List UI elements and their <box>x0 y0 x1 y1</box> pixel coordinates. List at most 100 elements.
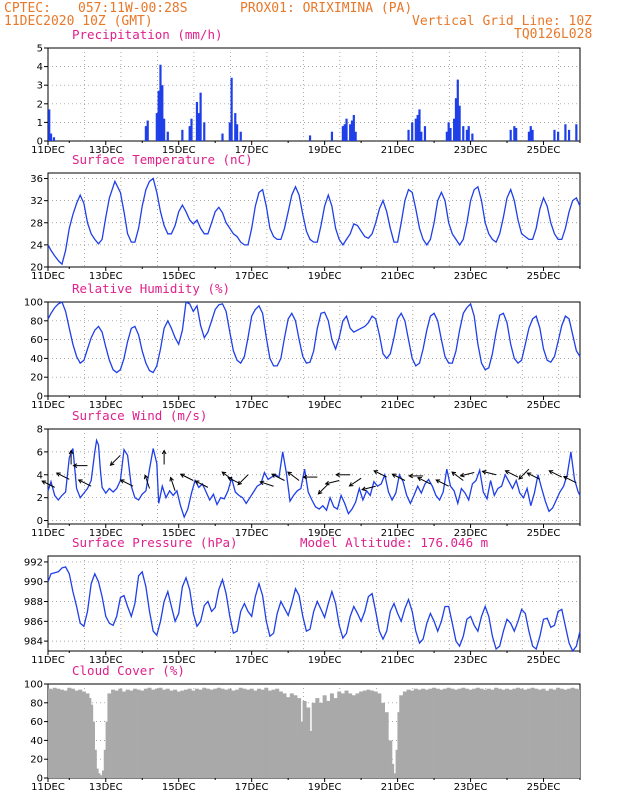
cloud-bar <box>417 689 422 778</box>
wind-arrow-shaft <box>170 477 176 491</box>
pressure-xtick-label: 13DEC <box>89 655 123 666</box>
cloud-bar <box>424 689 429 778</box>
humidity-xtick-label: 11DEC <box>31 400 65 411</box>
temperature-ytick-label: 32 <box>30 196 43 207</box>
wind-arrow-shaft <box>110 454 121 466</box>
cloud-bar <box>315 698 320 778</box>
wind-arrow-shaft <box>325 480 340 485</box>
pressure-xtick-label: 15DEC <box>162 655 196 666</box>
wind-xtick-label: 19DEC <box>308 528 342 539</box>
precip-xtick-label: 19DEC <box>308 145 342 156</box>
wind-xtick-label: 15DEC <box>162 528 196 539</box>
cloud-bar <box>282 693 287 778</box>
cloud-bar <box>333 698 338 778</box>
precip-xtick-label: 25DEC <box>527 145 561 156</box>
cloud-bar <box>537 689 542 778</box>
wind-xtick-label: 13DEC <box>89 528 123 539</box>
precip-bar <box>330 131 334 141</box>
wind-arrow-shaft <box>527 472 541 480</box>
wind-arrow-shaft <box>41 480 55 488</box>
wind-arrow-head <box>271 473 277 478</box>
wind-ytick-label: 2 <box>37 493 43 504</box>
precip-bar <box>453 118 456 141</box>
precip-bar <box>234 113 237 141</box>
precip-xtick-label: 11DEC <box>31 145 65 156</box>
precip-bar <box>557 131 560 141</box>
precip-bar <box>166 131 169 141</box>
pressure-xtick-label: 17DEC <box>235 655 269 666</box>
wind-arrow-shaft <box>460 472 475 477</box>
pressure-ytick-label: 984 <box>24 637 43 648</box>
wind-arrow-shaft <box>260 481 274 487</box>
cloud-bar <box>147 687 152 778</box>
cloud-bar <box>348 693 353 778</box>
precip-xtick-label: 15DEC <box>162 145 196 156</box>
wind-arrow-shaft <box>549 470 562 478</box>
humidity-series-line <box>47 300 581 374</box>
header-date: 11DEC2020 10Z (GMT) <box>4 14 153 29</box>
cloud-bar <box>421 688 426 778</box>
cloud-bar <box>143 688 148 778</box>
humidity-xtick-label: 23DEC <box>454 400 488 411</box>
pressure-ytick-label: 990 <box>24 577 43 588</box>
precip-bar <box>465 129 469 141</box>
cloud-bar <box>216 687 221 778</box>
precip-ytick-label: 0 <box>37 137 43 148</box>
cloud-bar <box>129 690 134 778</box>
humidity-title: Relative Humidity (%) <box>72 281 230 296</box>
precip-bar <box>190 118 193 141</box>
cloud-bar <box>173 689 178 778</box>
wind-ytick-label: 0 <box>37 516 43 527</box>
temperature-ytick-label: 28 <box>30 218 43 229</box>
pressure-ytick-label: 986 <box>24 617 43 628</box>
pressure-subtitle: Model Altitude: 176.046 m <box>300 535 488 550</box>
cloud-bar <box>443 688 448 778</box>
cloud-bar <box>432 687 437 778</box>
cloud-xtick-label: 11DEC <box>31 782 65 793</box>
precip-bar <box>414 118 417 141</box>
cloud-bar <box>530 687 535 778</box>
cloud-bar <box>187 688 192 778</box>
wind-xtick-label: 21DEC <box>381 528 415 539</box>
precip-bar <box>181 129 184 141</box>
cloud-bar <box>136 689 141 778</box>
cloud-xtick-label: 25DEC <box>527 782 561 793</box>
precip-xtick-label: 23DEC <box>454 145 488 156</box>
pressure-frame <box>47 555 581 652</box>
cloud-ytick-label: 60 <box>30 717 43 728</box>
humidity-xtick-label: 19DEC <box>308 400 342 411</box>
cloud-bar <box>526 688 531 778</box>
cloud-bar <box>81 691 86 778</box>
precip-bar <box>345 118 348 141</box>
cloud-xtick-label: 23DEC <box>454 782 488 793</box>
wind-arrow-shaft <box>271 473 285 481</box>
cloud-bar <box>246 689 251 778</box>
cloud-bar <box>242 688 247 778</box>
cloud-xtick-label: 21DEC <box>381 782 415 793</box>
humidity-xtick-label: 15DEC <box>162 400 196 411</box>
cloud-bar <box>70 688 75 778</box>
precip-bar <box>462 126 465 141</box>
precip-bar <box>230 77 233 141</box>
wind-arrow-head <box>518 474 524 480</box>
wind-arrow-shaft <box>144 475 151 489</box>
wind-arrow-head <box>348 482 354 487</box>
precip-bar <box>146 120 149 141</box>
cloud-xtick-label: 17DEC <box>235 782 269 793</box>
cloud-bar <box>293 695 298 778</box>
wind-arrow-head <box>361 486 367 492</box>
wind-arrow-head <box>287 471 292 476</box>
wind-arrow-head <box>548 470 554 475</box>
cloud-bar <box>486 688 491 778</box>
cloud-bar <box>209 689 214 778</box>
wind-arrow-head <box>179 473 185 478</box>
humidity-xtick-label: 21DEC <box>381 400 415 411</box>
header-station: PROX01: ORIXIMINA (PA) <box>240 1 413 16</box>
cloud-bar <box>191 690 196 778</box>
precip-bar <box>349 124 352 141</box>
temperature-title: Surface Temperature (nC) <box>72 152 253 167</box>
precip-bar <box>531 129 534 141</box>
cloud-bar <box>515 687 520 778</box>
temperature-xtick-label: 19DEC <box>308 271 342 282</box>
